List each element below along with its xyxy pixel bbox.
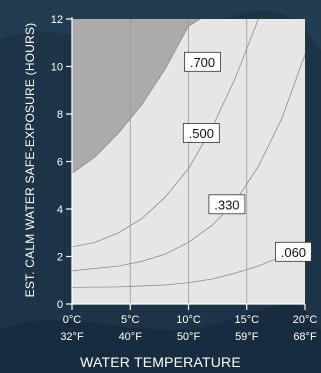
x-axis-label: WATER TEMPERATURE: [80, 354, 241, 370]
series-label: .700: [190, 55, 215, 70]
y-tick-label: 2: [57, 252, 63, 264]
y-tick-label: 4: [57, 204, 63, 216]
x-tick-label-fahrenheit: 50°F: [177, 331, 201, 343]
series-label-box: [182, 123, 220, 143]
series-line: [72, 19, 259, 248]
y-axis-label: EST. CALM WATER SAFE-EXPOSURE (HOURS): [23, 22, 37, 298]
x-tick-label-celsius: 10°C: [176, 314, 201, 326]
y-tick-label: 12: [51, 14, 63, 26]
y-tick-label: 8: [57, 109, 63, 121]
series-label-box: [208, 194, 246, 215]
series-line: [72, 241, 305, 288]
series-label: .330: [214, 197, 239, 212]
y-tick-label: 10: [51, 62, 63, 74]
series-label: .060: [281, 245, 306, 260]
x-tick-label-celsius: 0°C: [63, 314, 82, 326]
x-tick-label-fahrenheit: 32°F: [60, 331, 84, 343]
series-label-box: [274, 241, 312, 262]
series-label-box: [184, 51, 221, 72]
y-tick-label: 0: [57, 299, 63, 311]
x-tick-label-celsius: 20°C: [293, 314, 318, 326]
x-tick-label-celsius: 5°C: [121, 314, 140, 326]
x-tick-label-fahrenheit: 40°F: [119, 331, 143, 343]
y-tick-label: 6: [57, 157, 63, 169]
x-tick-label-fahrenheit: 59°F: [235, 331, 259, 343]
background-wave: [0, 304, 321, 373]
series-label: .500: [189, 126, 214, 141]
x-tick-label-celsius: 15°C: [234, 314, 259, 326]
x-tick-label-fahrenheit: 68°F: [293, 331, 317, 343]
